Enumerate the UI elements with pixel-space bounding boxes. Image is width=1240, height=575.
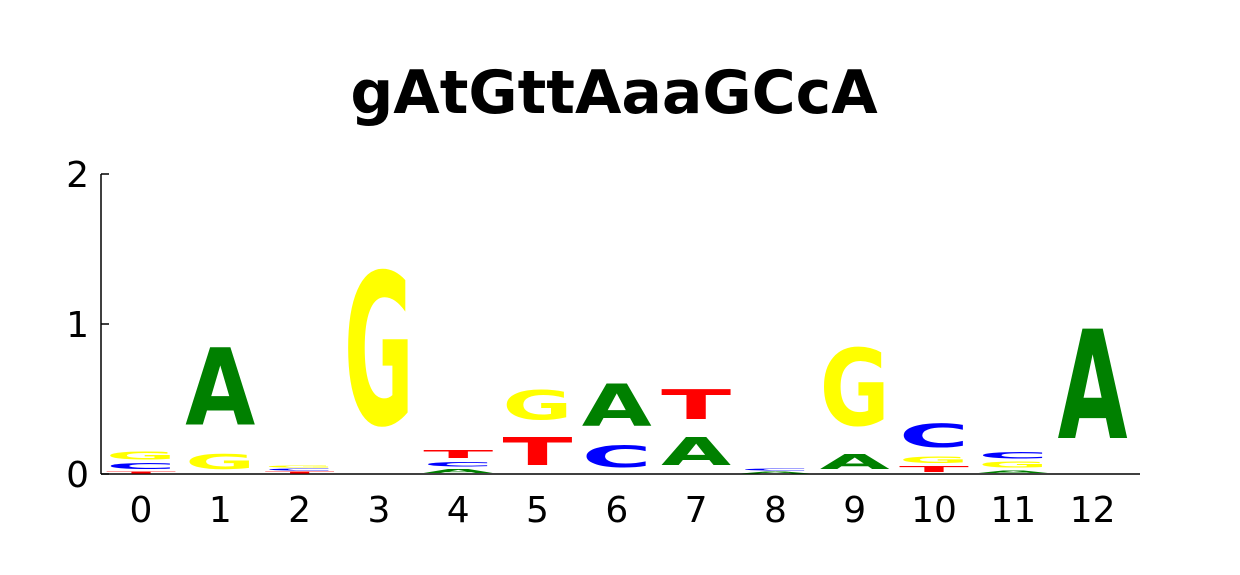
logo-letter-A: A	[1058, 300, 1128, 474]
logo-letter-T: T	[503, 430, 573, 475]
logo-stack: ACT	[423, 449, 494, 474]
x-tick-label: 11	[990, 490, 1036, 531]
logo-stack: AC	[740, 468, 811, 474]
x-tick-label: 10	[911, 490, 957, 531]
logo-letter-A: A	[820, 450, 890, 474]
logo-stack: AT	[661, 381, 731, 474]
y-tick-label: 0	[66, 455, 89, 496]
logo-stack: AGC	[978, 450, 1049, 474]
logo-letter-A: A	[978, 470, 1049, 474]
logo-stack: CA	[582, 372, 652, 474]
logo-stack: TGC	[899, 417, 970, 474]
logo-letter-C: C	[740, 468, 810, 471]
logo-letter-C: C	[978, 450, 1048, 460]
logo-letter-G: G	[106, 450, 176, 462]
logo-letter-G: G	[820, 327, 890, 450]
x-tick-label: 8	[764, 490, 787, 531]
logo-letter-G: G	[185, 450, 255, 474]
x-axis: 0 1 2 3 4 5 6 7 8 9 10 11 12	[101, 473, 1140, 531]
y-axis: 0 1 2	[66, 155, 109, 496]
y-tick-label: 2	[66, 155, 89, 196]
x-tick-label: 2	[288, 490, 311, 531]
logo-stack: TCG	[106, 450, 177, 474]
x-tick-label: 7	[685, 490, 708, 531]
x-tick-label: 3	[367, 490, 390, 531]
logo-letter-G: G	[503, 382, 573, 429]
y-tick-label: 1	[66, 305, 89, 346]
x-tick-label: 9	[843, 490, 866, 531]
logo-letter-T: T	[265, 471, 336, 474]
logo-letter-A: A	[661, 430, 731, 474]
x-tick-label: 5	[526, 490, 549, 531]
chart-title: gAtGttAaaGCcA	[350, 58, 878, 128]
logo-letter-C: C	[106, 462, 176, 471]
x-tick-label: 0	[130, 490, 153, 531]
logo-letter-C: C	[582, 439, 652, 474]
logo-letter-C: C	[265, 468, 335, 471]
logo-stack: A	[1058, 300, 1128, 474]
logo-letter-C: C	[423, 460, 493, 467]
logo-letter-T: T	[899, 465, 970, 474]
logo-stack: TG	[503, 382, 573, 474]
x-tick-label: 4	[447, 490, 470, 531]
logo-letter-T: T	[661, 381, 731, 429]
logo-letter-G: G	[344, 230, 414, 474]
logo-letter-G: G	[978, 461, 1048, 470]
logo-stack: GA	[185, 326, 255, 474]
logo-letter-A: A	[185, 326, 255, 450]
logo-letter-G: G	[265, 465, 335, 468]
logo-letter-A: A	[740, 471, 811, 474]
logo-stack: TCG	[265, 465, 336, 474]
x-tick-label: 6	[605, 490, 628, 531]
logo-letter-T: T	[423, 449, 493, 461]
logo-stack: AG	[820, 327, 890, 474]
x-tick-label: 12	[1070, 490, 1116, 531]
logo-letter-T: T	[106, 471, 177, 474]
logo-letter-C: C	[899, 417, 969, 454]
x-tick-label: 1	[209, 490, 232, 531]
logo-stack: G	[344, 230, 414, 474]
logo-letter-A: A	[423, 468, 494, 474]
logo-letter-G: G	[899, 455, 969, 465]
logo-letter-A: A	[582, 372, 652, 439]
